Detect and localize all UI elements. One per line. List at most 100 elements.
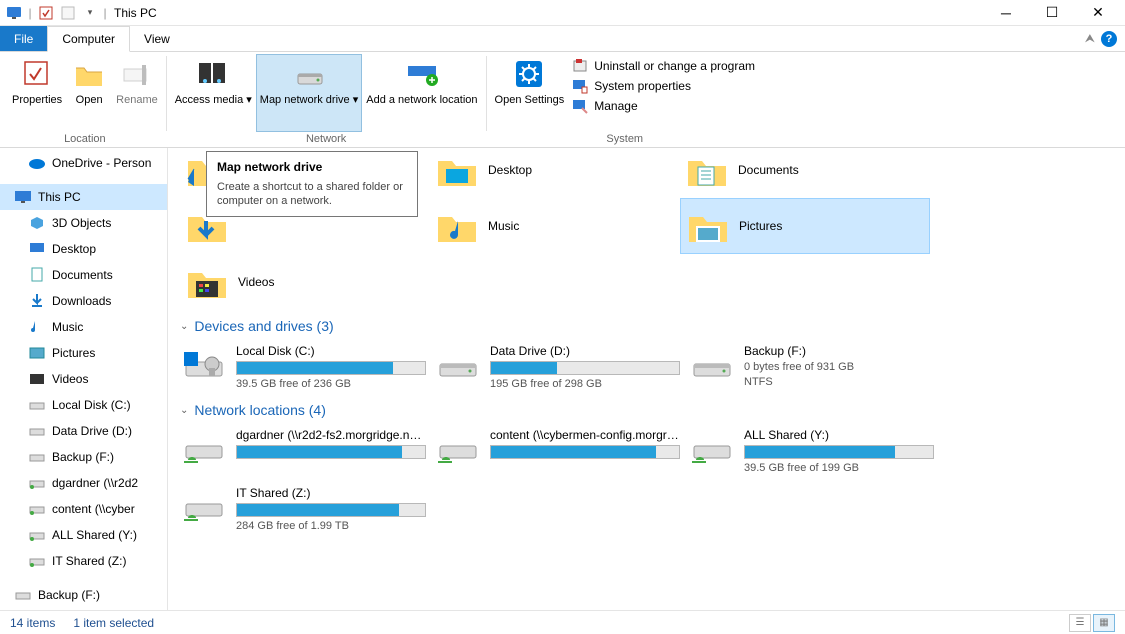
maximize-button[interactable]: ☐	[1029, 0, 1075, 26]
netdrive-icon	[28, 527, 46, 543]
capacity-bar	[236, 445, 426, 459]
uninstall-button[interactable]: Uninstall or change a program	[568, 56, 759, 76]
downloads-icon	[28, 293, 46, 309]
sys-props-icon	[572, 78, 588, 94]
properties-icon	[20, 57, 54, 91]
status-selected-count: 1 item selected	[73, 616, 154, 630]
capacity-bar	[490, 445, 680, 459]
tooltip-body: Create a shortcut to a shared folder or …	[217, 180, 407, 208]
nav-all-shared[interactable]: ALL Shared (Y:)	[0, 522, 167, 548]
section-devices[interactable]: ⌄ Devices and drives (3)	[180, 318, 1113, 334]
open-settings-button[interactable]: Open Settings	[491, 54, 569, 132]
netdrive-icon	[28, 553, 46, 569]
nav-data-drive-d[interactable]: Data Drive (D:)	[0, 418, 167, 444]
app-icon	[4, 3, 24, 23]
large-icons-view-icon[interactable]: ▦	[1093, 614, 1115, 632]
nav-it-shared[interactable]: IT Shared (Z:)	[0, 548, 167, 574]
rename-button[interactable]: Rename	[112, 54, 162, 132]
add-location-icon	[405, 57, 439, 91]
folder-label: Videos	[238, 275, 274, 289]
drive-icon	[28, 423, 46, 439]
properties-button[interactable]: Properties	[8, 54, 66, 132]
folder-videos[interactable]: Videos	[180, 254, 430, 310]
map-drive-label: Map network drive ▾	[260, 94, 358, 107]
drive-icon	[14, 587, 32, 603]
window-controls: ─ ☐ ✕	[983, 0, 1121, 26]
nav-dgardner[interactable]: dgardner (\\r2d2	[0, 470, 167, 496]
ribbon: Properties Open Rename Location	[0, 52, 1125, 148]
nav-music[interactable]: Music	[0, 314, 167, 340]
netdrive-icon	[28, 501, 46, 517]
map-drive-tooltip: Map network drive Create a shortcut to a…	[206, 151, 418, 217]
folder-music[interactable]: Music	[430, 198, 680, 254]
properties-qat-icon[interactable]	[36, 3, 56, 23]
netdrives-grid: dgardner (\\r2d2-fs2.morgridge.net\it\ho…	[180, 424, 1113, 536]
nav-documents[interactable]: Documents	[0, 262, 167, 288]
ribbon-minimize-icon[interactable]: ⮝	[1085, 31, 1095, 46]
ribbon-group-network: Access media ▾ Map network drive ▾ Add a…	[171, 54, 482, 147]
desktop-icon	[28, 241, 46, 257]
ribbon-separator	[166, 56, 167, 131]
qat-separator2: |	[102, 3, 108, 23]
access-media-icon	[196, 57, 230, 91]
nav-local-disk-c[interactable]: Local Disk (C:)	[0, 392, 167, 418]
tab-view[interactable]: View	[130, 26, 184, 51]
drive-icon	[28, 449, 46, 465]
map-drive-icon	[292, 57, 326, 91]
nav-pictures[interactable]: Pictures	[0, 340, 167, 366]
qat-dropdown-icon[interactable]: ▾	[80, 3, 100, 23]
drive-d[interactable]: Data Drive (D:) 195 GB free of 298 GB	[434, 340, 680, 394]
folder-label: Desktop	[488, 163, 532, 177]
drive-c[interactable]: Local Disk (C:) 39.5 GB free of 236 GB	[180, 340, 426, 394]
details-view-icon[interactable]: ☰	[1069, 614, 1091, 632]
close-button[interactable]: ✕	[1075, 0, 1121, 26]
ribbon-tabs: File Computer View ⮝ ?	[0, 26, 1125, 52]
netdrive-icon	[28, 475, 46, 491]
netdrive-it-shared[interactable]: IT Shared (Z:) 284 GB free of 1.99 TB	[180, 482, 426, 536]
nav-this-pc[interactable]: This PC	[0, 184, 167, 210]
documents-icon	[28, 267, 46, 283]
nav-backup-f-2[interactable]: Backup (F:)	[0, 582, 167, 608]
netdrive-all-shared[interactable]: ALL Shared (Y:) 39.5 GB free of 199 GB	[688, 424, 934, 478]
sys-props-label: System properties	[594, 79, 691, 93]
section-network-locations[interactable]: ⌄ Network locations (4)	[180, 402, 1113, 418]
group-label-network: Network	[171, 132, 482, 147]
system-properties-button[interactable]: System properties	[568, 76, 759, 96]
new-qat-icon[interactable]	[58, 3, 78, 23]
nav-3d-objects[interactable]: 3D Objects	[0, 210, 167, 236]
ribbon-group-system: Open Settings Uninstall or change a prog…	[491, 54, 759, 147]
folder-desktop[interactable]: Desktop	[430, 148, 680, 198]
access-media-label: Access media ▾	[175, 94, 252, 107]
folder-pictures[interactable]: Pictures	[680, 198, 930, 254]
netdrive-icon	[690, 428, 734, 468]
netdrive-dgardner[interactable]: dgardner (\\r2d2-fs2.morgridge.net\it\ho…	[180, 424, 426, 478]
pictures-icon	[28, 345, 46, 361]
folders-row-3: Videos	[180, 254, 1113, 310]
nav-backup-f[interactable]: Backup (F:)	[0, 444, 167, 470]
nav-onedrive[interactable]: OneDrive - Person	[0, 150, 167, 176]
pictures-folder-icon	[687, 205, 729, 247]
minimize-button[interactable]: ─	[983, 0, 1029, 26]
open-button[interactable]: Open	[66, 54, 112, 132]
nav-desktop[interactable]: Desktop	[0, 236, 167, 262]
access-media-button[interactable]: Access media ▾	[171, 54, 256, 132]
nav-content[interactable]: content (\\cyber	[0, 496, 167, 522]
tooltip-title: Map network drive	[217, 160, 407, 174]
onedrive-icon	[28, 155, 46, 171]
status-item-count: 14 items	[10, 616, 55, 630]
folder-label: Documents	[738, 163, 799, 177]
folder-documents[interactable]: Documents	[680, 148, 930, 198]
manage-icon	[572, 98, 588, 114]
map-network-drive-button[interactable]: Map network drive ▾	[256, 54, 362, 132]
netdrive-content[interactable]: content (\\cybermen-config.morgridge.n..…	[434, 424, 680, 478]
manage-button[interactable]: Manage	[568, 96, 759, 116]
tab-computer[interactable]: Computer	[47, 26, 130, 52]
tab-file[interactable]: File	[0, 26, 47, 51]
add-network-location-button[interactable]: Add a network location	[362, 54, 481, 132]
content-area[interactable]: Desktop Documents Music Pictures	[168, 148, 1125, 610]
navigation-pane[interactable]: OneDrive - Person This PC 3D Objects Des…	[0, 148, 168, 610]
drive-f[interactable]: Backup (F:) 0 bytes free of 931 GB NTFS	[688, 340, 934, 394]
nav-videos[interactable]: Videos	[0, 366, 167, 392]
nav-downloads[interactable]: Downloads	[0, 288, 167, 314]
help-icon[interactable]: ?	[1101, 31, 1117, 47]
